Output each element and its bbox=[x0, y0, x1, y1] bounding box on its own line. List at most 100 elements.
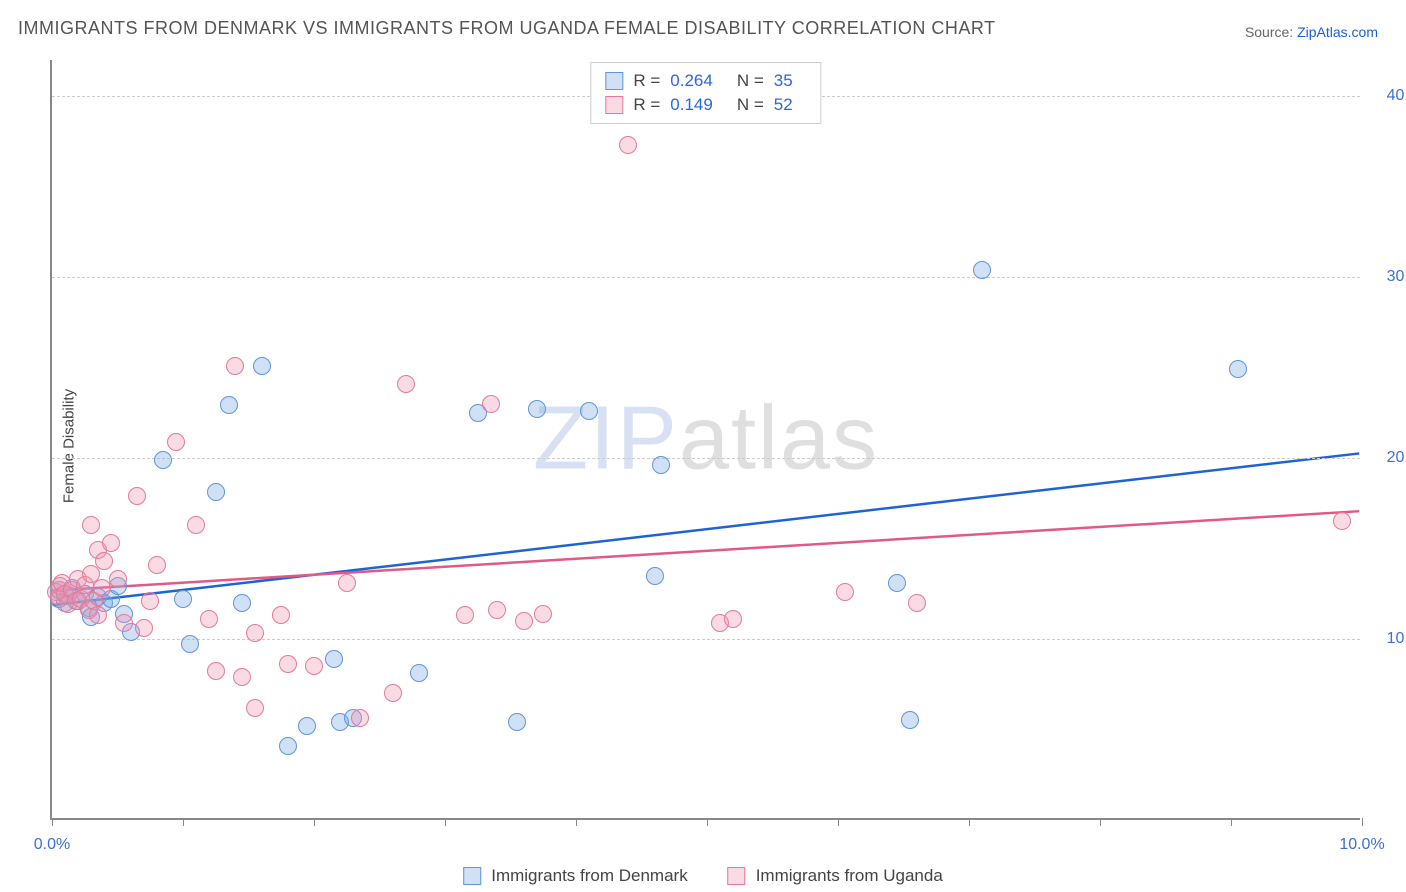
data-point bbox=[226, 357, 244, 375]
data-point bbox=[652, 456, 670, 474]
legend-item: Immigrants from Denmark bbox=[463, 866, 687, 886]
x-tick-label: 10.0% bbox=[1339, 836, 1384, 854]
data-point bbox=[82, 516, 100, 534]
x-tick-mark bbox=[838, 818, 839, 826]
data-point bbox=[141, 592, 159, 610]
data-point bbox=[279, 655, 297, 673]
trend-line bbox=[53, 453, 1360, 605]
chart-title: IMMIGRANTS FROM DENMARK VS IMMIGRANTS FR… bbox=[18, 18, 996, 39]
y-tick-label: 20.0% bbox=[1372, 449, 1406, 467]
data-point bbox=[128, 487, 146, 505]
x-tick-label: 0.0% bbox=[34, 836, 70, 854]
data-point bbox=[109, 570, 127, 588]
data-point bbox=[456, 606, 474, 624]
y-tick-label: 40.0% bbox=[1372, 87, 1406, 105]
x-tick-mark bbox=[445, 818, 446, 826]
data-point bbox=[515, 612, 533, 630]
legend-item: Immigrants from Uganda bbox=[728, 866, 943, 886]
data-point bbox=[246, 699, 264, 717]
data-point bbox=[253, 357, 271, 375]
gridline bbox=[52, 277, 1360, 278]
data-point bbox=[181, 635, 199, 653]
data-point bbox=[167, 433, 185, 451]
data-point bbox=[724, 610, 742, 628]
data-point bbox=[528, 400, 546, 418]
data-point bbox=[325, 650, 343, 668]
data-point bbox=[534, 605, 552, 623]
data-point bbox=[233, 668, 251, 686]
y-tick-label: 30.0% bbox=[1372, 268, 1406, 286]
data-point bbox=[384, 684, 402, 702]
data-point bbox=[102, 534, 120, 552]
data-point bbox=[646, 567, 664, 585]
r-label: R = bbox=[633, 71, 660, 91]
legend-row: R = 0.149 N = 52 bbox=[605, 93, 806, 117]
legend-swatch bbox=[605, 72, 623, 90]
data-point bbox=[580, 402, 598, 420]
data-point bbox=[135, 619, 153, 637]
r-value: 0.264 bbox=[670, 71, 713, 91]
legend-swatch bbox=[728, 867, 746, 885]
gridline bbox=[52, 458, 1360, 459]
source-link[interactable]: ZipAtlas.com bbox=[1297, 24, 1378, 40]
x-tick-mark bbox=[1231, 818, 1232, 826]
scatter-chart: ZIPatlas R =0.264N =35R =0.149N =52 10.0… bbox=[50, 60, 1360, 820]
legend-label: Immigrants from Denmark bbox=[491, 866, 687, 886]
r-label: R = bbox=[633, 95, 660, 115]
data-point bbox=[298, 717, 316, 735]
data-point bbox=[397, 375, 415, 393]
data-point bbox=[246, 624, 264, 642]
source-attribution: Source: ZipAtlas.com bbox=[1245, 24, 1378, 40]
x-tick-mark bbox=[576, 818, 577, 826]
legend-swatch bbox=[605, 96, 623, 114]
data-point bbox=[279, 737, 297, 755]
n-label: N = bbox=[737, 95, 764, 115]
data-point bbox=[973, 261, 991, 279]
data-point bbox=[207, 483, 225, 501]
data-point bbox=[207, 662, 225, 680]
data-point bbox=[836, 583, 854, 601]
data-point bbox=[305, 657, 323, 675]
data-point bbox=[115, 614, 133, 632]
data-point bbox=[482, 395, 500, 413]
n-value: 35 bbox=[774, 71, 793, 91]
data-point bbox=[338, 574, 356, 592]
data-point bbox=[154, 451, 172, 469]
data-point bbox=[89, 606, 107, 624]
r-value: 0.149 bbox=[670, 95, 713, 115]
legend-row: R = 0.264 N = 35 bbox=[605, 69, 806, 93]
data-point bbox=[888, 574, 906, 592]
n-value: 52 bbox=[774, 95, 793, 115]
data-point bbox=[908, 594, 926, 612]
data-point bbox=[220, 396, 238, 414]
correlation-legend: R = 0.264 N = 35 R = 0.149 N = 52 bbox=[590, 62, 821, 124]
data-point bbox=[174, 590, 192, 608]
source-prefix: Source: bbox=[1245, 24, 1297, 40]
series-legend: Immigrants from Denmark Immigrants from U… bbox=[463, 866, 943, 886]
data-point bbox=[95, 552, 113, 570]
x-tick-mark bbox=[1100, 818, 1101, 826]
data-point bbox=[1333, 512, 1351, 530]
data-point bbox=[200, 610, 218, 628]
data-point bbox=[901, 711, 919, 729]
x-tick-mark bbox=[969, 818, 970, 826]
n-label: N = bbox=[737, 71, 764, 91]
data-point bbox=[619, 136, 637, 154]
x-tick-mark bbox=[1362, 818, 1363, 826]
x-tick-mark bbox=[707, 818, 708, 826]
data-point bbox=[410, 664, 428, 682]
trend-line bbox=[53, 511, 1360, 590]
data-point bbox=[508, 713, 526, 731]
watermark-atlas: atlas bbox=[679, 389, 879, 489]
x-tick-mark bbox=[314, 818, 315, 826]
x-tick-mark bbox=[183, 818, 184, 826]
data-point bbox=[1229, 360, 1247, 378]
data-point bbox=[233, 594, 251, 612]
data-point bbox=[187, 516, 205, 534]
data-point bbox=[488, 601, 506, 619]
y-tick-label: 10.0% bbox=[1372, 630, 1406, 648]
data-point bbox=[148, 556, 166, 574]
x-tick-mark bbox=[52, 818, 53, 826]
data-point bbox=[351, 709, 369, 727]
legend-swatch bbox=[463, 867, 481, 885]
